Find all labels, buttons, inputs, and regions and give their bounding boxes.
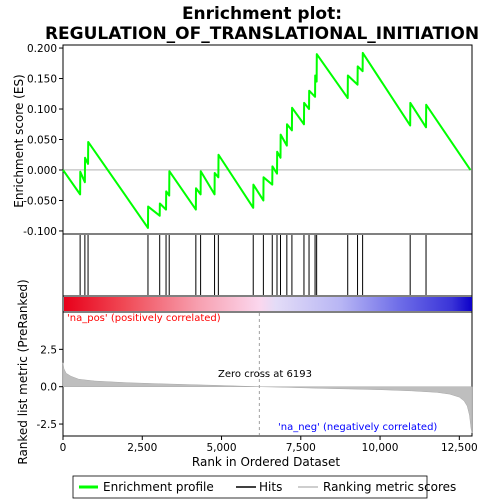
es-y-label: Enrichment score (ES) <box>12 74 26 207</box>
x-tick-label: 5,000 <box>206 442 236 454</box>
metric-y-tick-label: -2.5 <box>37 419 58 431</box>
hit-panel-frame <box>62 233 473 297</box>
es-y-ticks: -0.100 -0.050 0.000 0.050 0.100 0.150 0.200 <box>23 43 63 238</box>
pos-label: 'na_pos' (positively correlated) <box>67 313 221 324</box>
legend-label-enrichment: Enrichment profile <box>103 480 214 494</box>
metric-y-ticks: -2.5 0.0 2.5 <box>37 344 63 431</box>
rank-colorbar <box>64 297 472 311</box>
legend-label-metric: Ranking metric scores <box>323 480 456 494</box>
metric-y-tick-label: 0.0 <box>40 382 57 394</box>
es-y-tick-label: 0.100 <box>27 104 57 116</box>
x-tick-label: 0 <box>60 442 67 454</box>
metric-y-tick-label: 2.5 <box>40 344 57 356</box>
chart-title: Enrichment plot: <box>182 4 342 24</box>
enrichment-profile-line <box>62 51 472 229</box>
x-tick-label: 7,500 <box>286 442 316 454</box>
hit-panel <box>62 233 473 297</box>
zero-cross-label: Zero cross at 6193 <box>218 369 312 380</box>
metric-panel: -2.50.02.5 0 2,500 5,000 7,500 10,000 12,500 … <box>16 279 478 469</box>
metric-plot-frame <box>62 311 473 437</box>
es-y-tick-label: 0.000 <box>27 165 57 177</box>
chart-subtitle: REGULATION_OF_TRANSLATIONAL_INITIATION <box>45 24 479 44</box>
es-y-tick-label: -0.100 <box>23 226 57 238</box>
x-axis-label: Rank in Ordered Dataset <box>192 455 340 469</box>
es-series <box>62 51 472 229</box>
legend: Enrichment profile Hits Ranking metric s… <box>72 475 456 499</box>
legend-label-hits: Hits <box>259 480 282 494</box>
neg-label: 'na_neg' (negatively correlated) <box>278 422 437 433</box>
es-y-tick-label: 0.150 <box>27 74 57 86</box>
es-y-tick-label: -0.050 <box>23 195 57 207</box>
hit-lines <box>79 235 427 295</box>
metric-area <box>62 362 473 434</box>
colorbar-panel <box>62 295 473 313</box>
es-y-tick-label: 0.050 <box>27 135 57 147</box>
es-y-tick-label: 0.200 <box>27 43 57 55</box>
es-plot-frame <box>62 44 473 235</box>
metric-x-ticks: 0 2,500 5,000 7,500 10,000 12,500 <box>60 436 478 454</box>
x-tick-label: 2,500 <box>127 442 157 454</box>
x-tick-label: 12,500 <box>441 442 478 454</box>
es-panel: -0.100 -0.050 0.000 0.050 0.100 0.150 0.200 En… <box>12 43 473 238</box>
x-tick-label: 10,000 <box>362 442 399 454</box>
metric-y-label: Ranked list metric (PreRanked) <box>16 279 30 464</box>
